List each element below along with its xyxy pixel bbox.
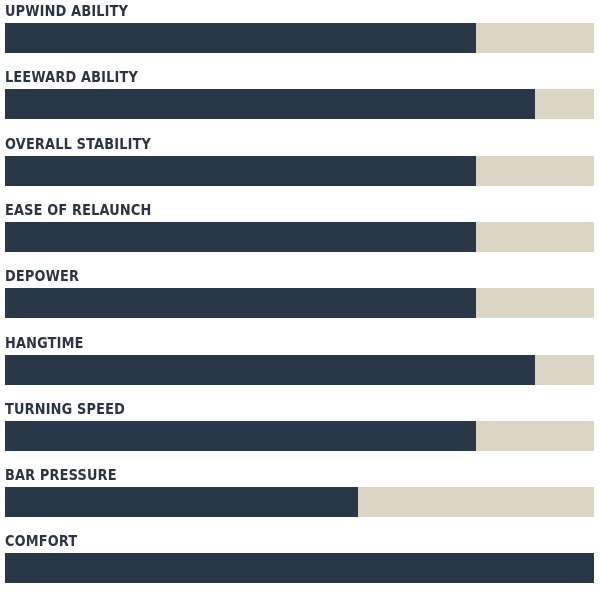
rating-label: UPWIND ABILITY	[5, 2, 129, 20]
rating-track	[5, 89, 594, 120]
rating-track	[5, 221, 594, 252]
rating-row: LEEWARD ABILITY	[5, 66, 594, 128]
rating-label: COMFORT	[5, 532, 78, 551]
rating-label: HANGTIME	[5, 333, 84, 352]
rating-bar	[5, 155, 477, 186]
rating-bar	[5, 23, 477, 53]
rating-label: OVERALL STABILITY	[5, 134, 152, 153]
rating-track	[5, 288, 594, 319]
rating-label: TURNING SPEED	[5, 399, 125, 418]
rating-label: BAR PRESSURE	[5, 466, 117, 485]
rating-row: COMFORT	[5, 530, 594, 592]
rating-track	[5, 354, 594, 385]
rating-track	[5, 553, 594, 584]
rating-track	[5, 155, 594, 186]
rating-bar	[5, 221, 477, 252]
rating-row: BAR PRESSURE	[5, 464, 594, 526]
rating-row: TURNING SPEED	[5, 398, 594, 460]
rating-bar	[5, 553, 594, 584]
rating-bar	[5, 420, 477, 451]
rating-bar	[5, 354, 536, 385]
rating-row: EASE OF RELAUNCH	[5, 199, 594, 261]
rating-row: UPWIND ABILITY	[5, 0, 594, 62]
rating-label: EASE OF RELAUNCH	[5, 200, 152, 219]
rating-track	[5, 487, 594, 518]
rating-track	[5, 420, 594, 451]
rating-bar	[5, 89, 536, 120]
rating-label: DEPOWER	[5, 267, 80, 286]
rating-row: HANGTIME	[5, 332, 594, 394]
rating-bar	[5, 487, 359, 518]
rating-bar	[5, 288, 477, 319]
rating-label: LEEWARD ABILITY	[5, 68, 138, 87]
rating-row: DEPOWER	[5, 265, 594, 327]
rating-track	[5, 23, 594, 53]
rating-row: OVERALL STABILITY	[5, 133, 594, 195]
